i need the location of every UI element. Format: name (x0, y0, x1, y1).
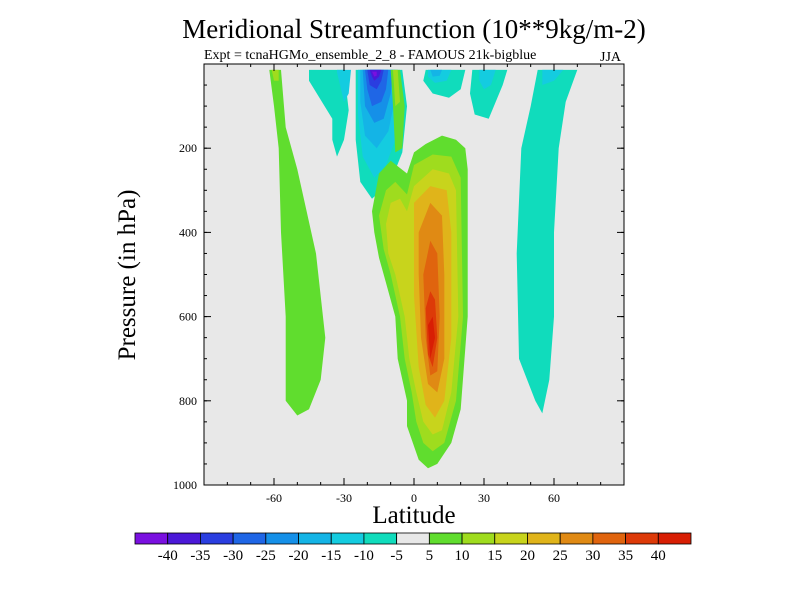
colorbar-label: 35 (618, 548, 633, 564)
colorbar-swatch (657, 532, 692, 545)
colorbar-swatch (330, 532, 365, 545)
tropical-pos-cell (428, 316, 435, 359)
y-tick-label: 600 (179, 310, 197, 324)
colorbar-label: -10 (354, 548, 374, 564)
colorbar-label: -20 (289, 548, 309, 564)
colorbar-swatch (265, 532, 299, 545)
colorbar-swatch (625, 532, 659, 545)
narrow-pos-plume (390, 69, 405, 153)
colorbar-label: 20 (520, 548, 535, 564)
colorbar-label: -5 (390, 548, 403, 564)
y-tick-label: 1000 (173, 478, 197, 492)
nh-neg-cell (309, 69, 349, 157)
y-tick-label: 800 (179, 394, 197, 408)
colorbar-swatch (134, 532, 169, 545)
colorbar-label: 40 (651, 548, 666, 564)
colorbar-swatch (363, 532, 398, 545)
nh-neg-cell (337, 69, 351, 102)
colorbar-label: 15 (487, 548, 502, 564)
colorbar-swatch (298, 532, 332, 545)
colorbar-swatch (232, 532, 267, 545)
colorbar-label: -40 (158, 548, 178, 564)
colorbar-swatch (167, 532, 201, 545)
narrow-pos-plume (393, 69, 400, 107)
colorbar-label: 25 (553, 548, 568, 564)
y-tick-label: 400 (179, 225, 197, 239)
colorbar-swatch (461, 532, 496, 545)
colorbar-swatch (428, 532, 463, 545)
x-tick-label: -30 (336, 491, 352, 505)
nh-pos-cell (271, 69, 279, 81)
colorbar: -40 -35 -30 -25 -20 -15 -10 -5 5 10 15 20 25 30 35 40 (134, 532, 692, 564)
colorbar-swatch (200, 532, 234, 545)
colorbar-label: 30 (585, 548, 600, 564)
colorbar-label: -15 (321, 548, 341, 564)
colorbar-label: -30 (223, 548, 243, 564)
tropical-neg-cell (372, 71, 377, 77)
axes: -60 -30 0 30 60 200 400 600 800 1000 (173, 64, 625, 505)
colorbar-swatch (592, 532, 626, 545)
chart-subtitle: Expt = tcnaHGMo_ensemble_2_8 - FAMOUS 21… (204, 48, 537, 63)
colorbar-label: 5 (426, 548, 434, 564)
x-tick-label: 0 (411, 491, 417, 505)
cyan-plume (470, 69, 508, 119)
colorbar-swatch (494, 532, 528, 545)
x-tick-label: 30 (478, 491, 490, 505)
nh-pos-cell (269, 69, 326, 416)
x-tick-label: 60 (548, 491, 560, 505)
cyan-plume (479, 69, 496, 90)
x-tick-label: -60 (266, 491, 282, 505)
season-label: JJA (600, 50, 622, 65)
colorbar-label: 10 (455, 548, 470, 564)
y-tick-label: 200 (179, 141, 197, 155)
colorbar-swatch (396, 532, 430, 545)
colorbar-swatch (527, 532, 561, 545)
colorbar-swatch (559, 532, 594, 545)
southern-neg-cell (516, 69, 578, 414)
southern-neg-cell (542, 69, 564, 85)
north-neg-cell (430, 69, 442, 77)
x-axis-label: Latitude (372, 502, 456, 529)
chart-title: Meridional Streamfunction (10**9kg/m-2) (182, 14, 646, 44)
contour-layer (269, 69, 578, 469)
colorbar-label: -35 (190, 548, 210, 564)
colorbar-label: -25 (256, 548, 276, 564)
